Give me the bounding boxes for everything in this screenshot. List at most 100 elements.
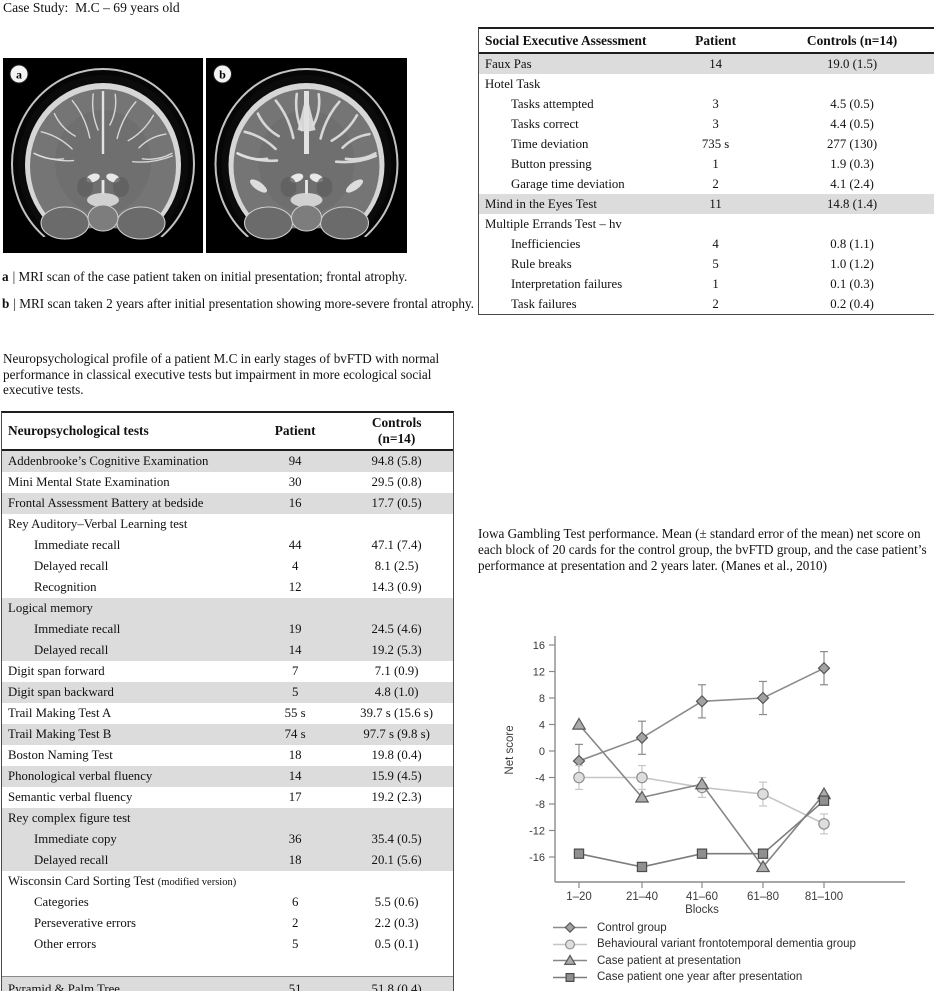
row-label-cell: Trail Making Test A bbox=[2, 703, 250, 724]
controls-value: 19.2 (2.3) bbox=[371, 790, 422, 804]
brainstem bbox=[87, 204, 119, 232]
row-label: Immediate recall bbox=[34, 622, 121, 636]
controls-value: 277 (130) bbox=[827, 136, 878, 151]
patient-value bbox=[250, 808, 340, 829]
table-row: Garage time deviation 2 4.1 (2.4) bbox=[479, 174, 934, 194]
controls-value: 17.7 (0.5) bbox=[371, 496, 422, 510]
row-label: Categories bbox=[34, 895, 89, 909]
patient-value: 44 bbox=[288, 538, 302, 552]
series-diamond bbox=[572, 651, 831, 779]
table-row: Delayed recall 14 19.2 (5.3) bbox=[2, 640, 453, 661]
sulcus bbox=[132, 155, 173, 163]
panel-label-badge bbox=[213, 64, 232, 84]
temporal-lobe bbox=[320, 206, 369, 240]
temporal-lobe bbox=[116, 206, 166, 240]
table-row: Tasks correct 3 4.4 (0.5) bbox=[479, 114, 934, 134]
patient-value: 4 bbox=[712, 236, 719, 251]
third-ventricle bbox=[101, 180, 105, 194]
table-body: Addenbrooke’s Cognitive Examination 94 94.… bbox=[2, 450, 453, 991]
temporal-lobe bbox=[244, 206, 293, 240]
controls-value: 0.5 (0.1) bbox=[374, 937, 419, 951]
legend-item: Control group bbox=[552, 921, 856, 934]
x-axis-label: Blocks bbox=[685, 904, 719, 916]
column-header-tests: Neuropsychological tests bbox=[8, 423, 149, 438]
patient-value: 6 bbox=[291, 895, 299, 909]
row-label-cell: Immediate recall bbox=[2, 619, 250, 640]
brain-detail bbox=[33, 91, 173, 214]
data-table: Social Executive Assessment Patient Contro… bbox=[479, 29, 934, 314]
circle-marker-icon bbox=[636, 771, 648, 784]
row-label: Immediate copy bbox=[34, 832, 117, 846]
social-executive-table: Social Executive Assessment Patient Contro… bbox=[478, 27, 934, 315]
table-row: Logical memory bbox=[2, 598, 453, 619]
table-row: Trail Making Test A 55 s 39.7 s (15.6 s) bbox=[2, 703, 453, 724]
row-label: Mini Mental State Examination bbox=[8, 475, 170, 489]
sulcus bbox=[53, 112, 76, 137]
sulcus bbox=[116, 101, 137, 140]
legend-label: Behavioural variant frontotemporal demen… bbox=[597, 938, 856, 950]
chart-legend: Control group Behavioural variant frontot… bbox=[552, 921, 856, 987]
patient-value: 7 bbox=[291, 664, 299, 678]
patient-value: 5 bbox=[712, 256, 719, 271]
row-label-cell: Task failures bbox=[479, 294, 661, 314]
row-label: Boston Naming Test bbox=[8, 748, 113, 762]
table-row: Digit span forward 7 7.1 (0.9) bbox=[2, 661, 453, 682]
patient-value: 55 s bbox=[284, 706, 306, 720]
table-header: Neuropsychological tests Patient Controls(… bbox=[2, 413, 453, 450]
row-label-cell: Tasks correct bbox=[479, 114, 661, 134]
controls-value: 97.7 s (9.8 s) bbox=[363, 727, 430, 741]
column-header-tests: Social Executive Assessment bbox=[485, 32, 647, 48]
controls-value: 14.3 (0.9) bbox=[371, 580, 422, 594]
patient-value: 3 bbox=[712, 96, 719, 111]
patient-value: 30 bbox=[288, 475, 302, 489]
controls-value: 1.0 (1.2) bbox=[830, 256, 874, 271]
legend-item: Behavioural variant frontotemporal demen… bbox=[552, 938, 856, 951]
row-label-small: (modified version) bbox=[157, 877, 237, 888]
row-label: Addenbrooke’s Cognitive Examination bbox=[8, 454, 209, 468]
column-header-patient: Patient bbox=[695, 32, 737, 48]
frontal-atrophy-gap bbox=[306, 94, 316, 132]
controls-value bbox=[340, 598, 453, 619]
table-row: Recognition 12 14.3 (0.9) bbox=[2, 577, 453, 598]
controls-value bbox=[340, 808, 453, 829]
row-label-cell: Categories bbox=[2, 892, 250, 913]
row-label-cell: Boston Naming Test bbox=[2, 745, 250, 766]
controls-value: 4.5 (0.5) bbox=[830, 96, 874, 111]
row-label-cell: Other errors bbox=[2, 934, 250, 955]
row-label-cell: Interpretation failures bbox=[479, 274, 661, 294]
controls-value: 0.8 (1.1) bbox=[830, 236, 874, 251]
controls-value: 14.8 (1.4) bbox=[827, 196, 878, 211]
intro-text: Neuropsychological profile of a patient … bbox=[3, 351, 440, 398]
table-row: Semantic verbal fluency 17 19.2 (2.3) bbox=[2, 787, 453, 808]
table-row: Task failures 2 0.2 (0.4) bbox=[479, 294, 934, 314]
spacer-row bbox=[2, 955, 453, 977]
diamond-marker-icon bbox=[564, 921, 576, 934]
legend-marker-circle-icon bbox=[553, 938, 587, 950]
table-row: Multiple Errands Test – hv bbox=[479, 214, 934, 234]
row-label-cell: Wisconsin Card Sorting Test (modified ve… bbox=[2, 871, 250, 892]
controls-value: 29.5 (0.8) bbox=[371, 475, 422, 489]
controls-value: 4.4 (0.5) bbox=[830, 116, 874, 131]
patient-value: 11 bbox=[709, 196, 722, 211]
brain-detail bbox=[236, 91, 378, 214]
diamond-marker-icon bbox=[635, 731, 649, 745]
square-marker-icon bbox=[573, 848, 585, 859]
row-label-cell: Button pressing bbox=[479, 154, 661, 174]
patient-value: 51 bbox=[288, 981, 302, 991]
circle-marker-icon bbox=[564, 938, 576, 950]
row-label: Delayed recall bbox=[34, 853, 109, 867]
table-row: Mind in the Eyes Test 11 14.8 (1.4) bbox=[479, 194, 934, 214]
controls-value: 19.8 (0.4) bbox=[371, 748, 422, 762]
sulcus bbox=[127, 114, 155, 142]
patient-value: 2 bbox=[291, 916, 299, 930]
sulcus bbox=[33, 152, 65, 160]
table-row: Trail Making Test B 74 s 97.7 s (9.8 s) bbox=[2, 724, 453, 745]
table-row: Immediate recall 44 47.1 (7.4) bbox=[2, 535, 453, 556]
caption-a-tag: a bbox=[2, 269, 9, 284]
patient-value: 3 bbox=[712, 116, 719, 131]
row-label: Trail Making Test B bbox=[8, 727, 112, 741]
y-tick-label: 16 bbox=[533, 640, 545, 652]
controls-value: 7.1 (0.9) bbox=[374, 664, 419, 678]
row-label: Time deviation bbox=[511, 136, 589, 151]
controls-value: 0.2 (0.4) bbox=[830, 296, 874, 311]
